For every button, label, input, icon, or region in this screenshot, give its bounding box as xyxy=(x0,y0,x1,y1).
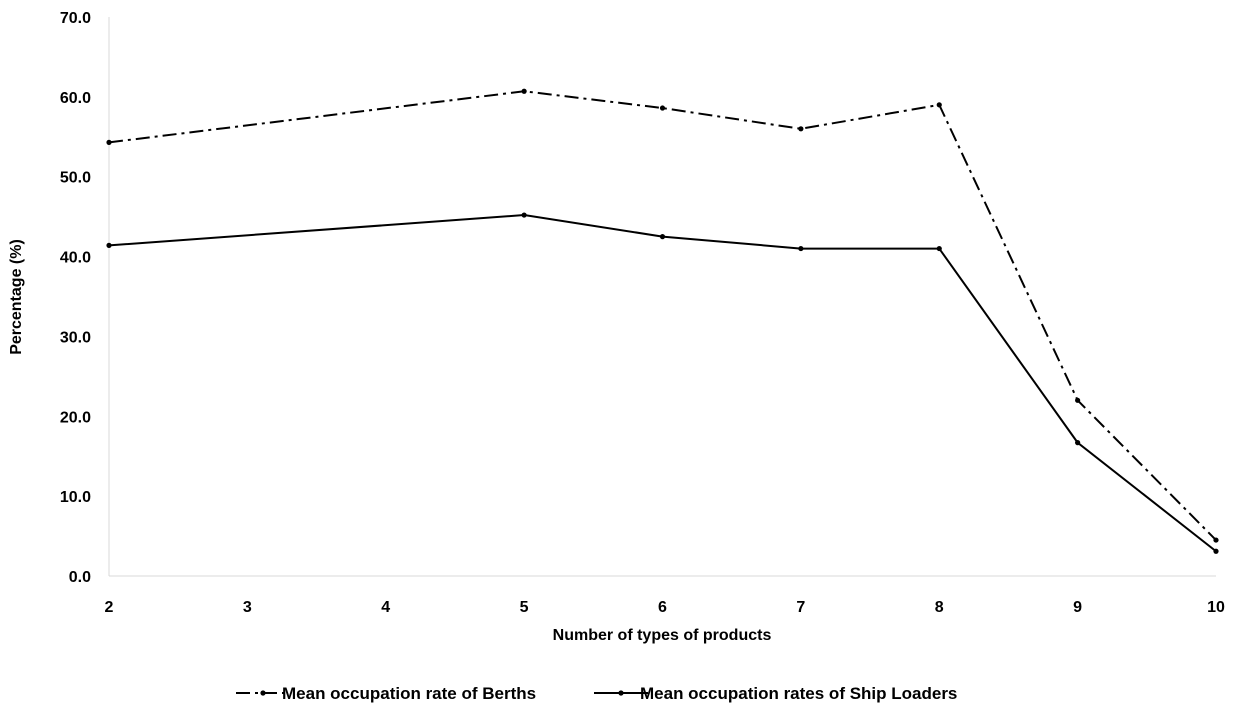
data-point-marker xyxy=(659,234,666,240)
data-point-marker xyxy=(659,105,666,111)
legend-marker xyxy=(260,690,266,696)
y-tick-label: 60.0 xyxy=(60,90,91,107)
x-tick-label: 4 xyxy=(381,599,390,616)
y-tick-label: 0.0 xyxy=(69,569,91,586)
y-tick-label: 50.0 xyxy=(60,170,91,187)
x-axis: 2 3 4 5 6 7 8 9 10 xyxy=(105,575,1225,616)
y-tick-label: 40.0 xyxy=(60,250,91,267)
x-tick-label: 9 xyxy=(1073,599,1082,616)
y-tick-label: 30.0 xyxy=(60,329,91,346)
data-point-marker xyxy=(936,245,942,252)
data-point-marker xyxy=(521,212,527,218)
data-point-marker xyxy=(1075,440,1081,446)
y-axis: 0.0 10.0 20.0 30.0 40.0 50.0 60.0 70.0 xyxy=(60,10,110,586)
x-tick-label: 7 xyxy=(796,599,805,616)
x-tick-label: 3 xyxy=(243,599,252,616)
legend-label-berths: Mean occupation rate of Berths xyxy=(282,684,536,703)
x-tick-label: 8 xyxy=(935,599,944,616)
data-point-marker xyxy=(798,245,804,252)
y-tick-label: 10.0 xyxy=(60,489,91,506)
y-axis-title: Percentage (%) xyxy=(8,239,25,355)
x-tick-label: 6 xyxy=(658,599,667,616)
legend-label-ship-loaders: Mean occupation rates of Ship Loaders xyxy=(640,684,957,703)
y-tick-label: 20.0 xyxy=(60,409,91,426)
x-tick-label: 2 xyxy=(105,599,114,616)
y-tick-label: 70.0 xyxy=(60,10,91,27)
series-line-berths xyxy=(108,90,1217,541)
series-line-ship-loaders xyxy=(108,214,1217,553)
data-point-marker xyxy=(1213,537,1219,543)
data-point-marker xyxy=(936,102,942,108)
legend: Mean occupation rate of Berths Mean occup… xyxy=(236,684,957,703)
data-point-marker xyxy=(106,242,112,248)
data-point-marker xyxy=(1075,397,1081,403)
x-axis-title: Number of types of products xyxy=(553,627,772,644)
legend-marker xyxy=(618,690,624,696)
data-point-marker xyxy=(1213,548,1219,554)
series-layer xyxy=(106,88,1219,554)
data-point-marker xyxy=(798,126,804,132)
data-point-marker xyxy=(106,139,112,145)
x-tick-label: 5 xyxy=(520,599,529,616)
x-tick-label: 10 xyxy=(1207,599,1225,616)
data-point-marker xyxy=(521,88,527,94)
